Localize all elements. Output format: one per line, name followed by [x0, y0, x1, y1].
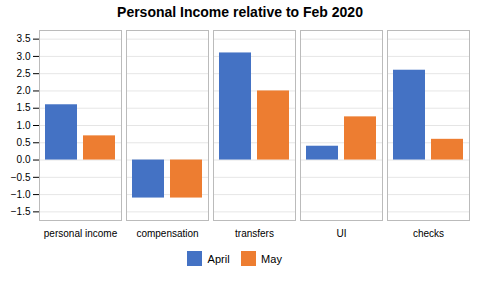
svg-text:−0.5: −0.5	[11, 172, 31, 183]
svg-text:checks: checks	[413, 228, 444, 239]
svg-text:−1.0: −1.0	[11, 189, 31, 200]
svg-text:1.5: 1.5	[17, 102, 31, 113]
svg-text:0.0: 0.0	[17, 154, 31, 165]
html-text:May: May	[261, 252, 282, 265]
html-text:Personal Income relative to Fe: Personal Income relative to Feb 2020	[117, 4, 363, 20]
svg-text:3.5: 3.5	[17, 33, 31, 44]
svg-text:−1.5: −1.5	[11, 206, 31, 217]
html-text:April: April	[207, 252, 230, 265]
svg-text:UI: UI	[337, 228, 347, 239]
svg-text:personal income: personal income	[44, 228, 118, 239]
svg-text:transfers: transfers	[235, 228, 274, 239]
svg-text:2.0: 2.0	[17, 85, 31, 96]
svg-text:3.0: 3.0	[17, 51, 31, 62]
svg-text:compensation: compensation	[136, 228, 198, 239]
svg-text:0.5: 0.5	[17, 137, 31, 148]
svg-text:2.5: 2.5	[17, 68, 31, 79]
svg-text:1.0: 1.0	[17, 120, 31, 131]
